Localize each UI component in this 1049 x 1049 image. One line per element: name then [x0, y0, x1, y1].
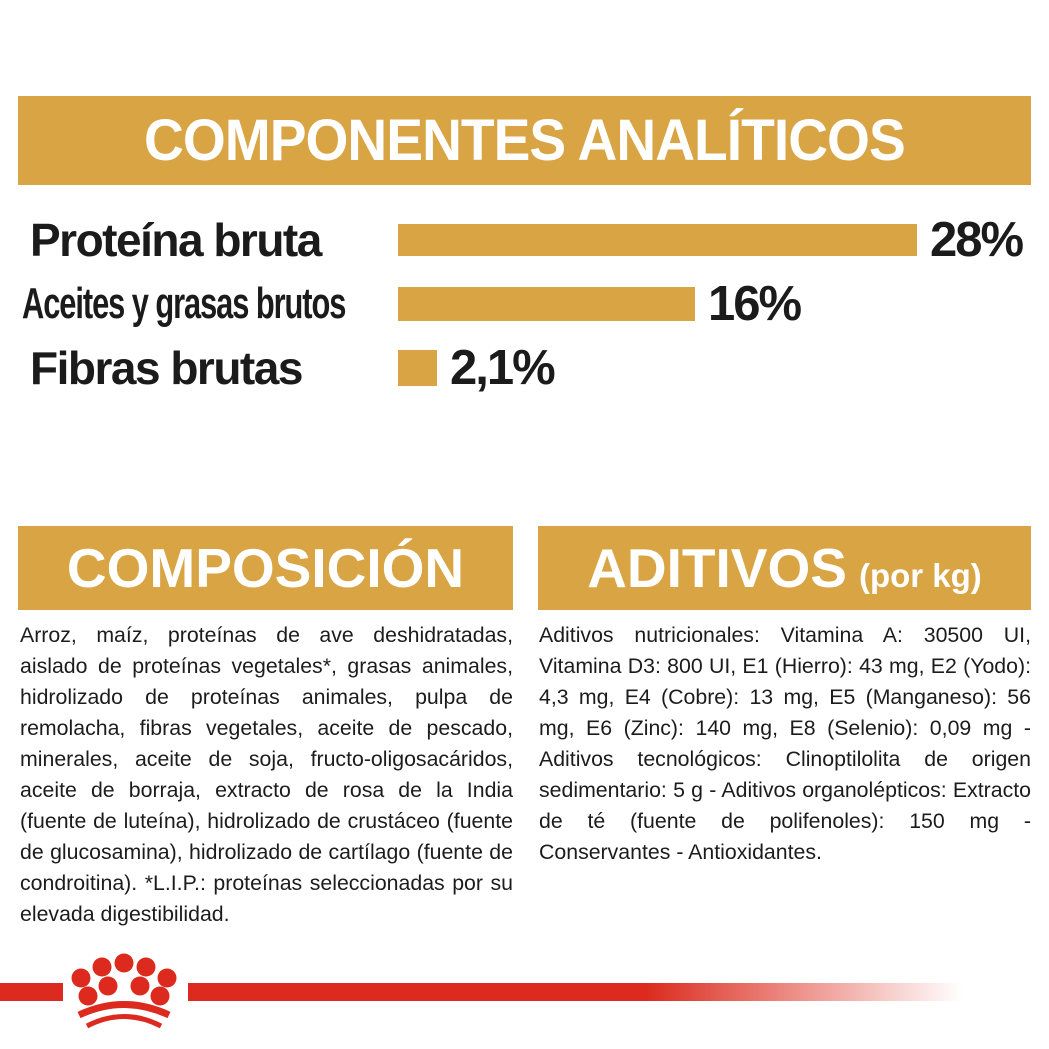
composition-heading: COMPOSICIÓN — [66, 537, 465, 599]
chart-bar-zone: 2,1% — [398, 340, 556, 396]
additives-banner: ADITIVOS (por kg) — [538, 526, 1031, 610]
chart-value-label: 2,1% — [450, 341, 556, 395]
chart-value-label: 28% — [930, 213, 1024, 267]
chart-bar — [398, 224, 917, 256]
chart-bar-zone: 16% — [398, 276, 802, 332]
chart-row: Proteína bruta 28% — [0, 212, 1049, 268]
royal-canin-crown-logo — [71, 953, 177, 1029]
chart-bar-zone: 28% — [398, 212, 1024, 268]
chart-bar — [398, 287, 695, 321]
chart-value-label: 16% — [708, 277, 802, 331]
chart-row: Fibras brutas 2,1% — [0, 340, 1049, 396]
chart-row: Aceites y grasas brutos 16% — [0, 276, 1049, 332]
additives-heading-suffix: (por kg) — [858, 557, 982, 594]
additives-body: Aditivos nutricionales: Vitamina A: 3050… — [539, 623, 1031, 864]
composition-body: Arroz, maíz, proteínas de ave deshidrata… — [20, 623, 513, 926]
additives-heading: ADITIVOS — [587, 537, 847, 599]
chart-category-label: Fibras brutas — [30, 342, 303, 394]
analytic-components-title: COMPONENTES ANALÍTICOS — [144, 108, 906, 173]
analytic-components-banner: COMPONENTES ANALÍTICOS — [18, 96, 1031, 185]
footer-red-line-right — [188, 983, 978, 1001]
footer-red-line-left — [0, 983, 63, 1001]
chart-category-label: Proteína bruta — [30, 214, 322, 266]
chart-bar — [398, 350, 437, 386]
chart-category-label: Aceites y grasas brutos — [22, 279, 346, 328]
composition-banner: COMPOSICIÓN — [18, 526, 513, 610]
